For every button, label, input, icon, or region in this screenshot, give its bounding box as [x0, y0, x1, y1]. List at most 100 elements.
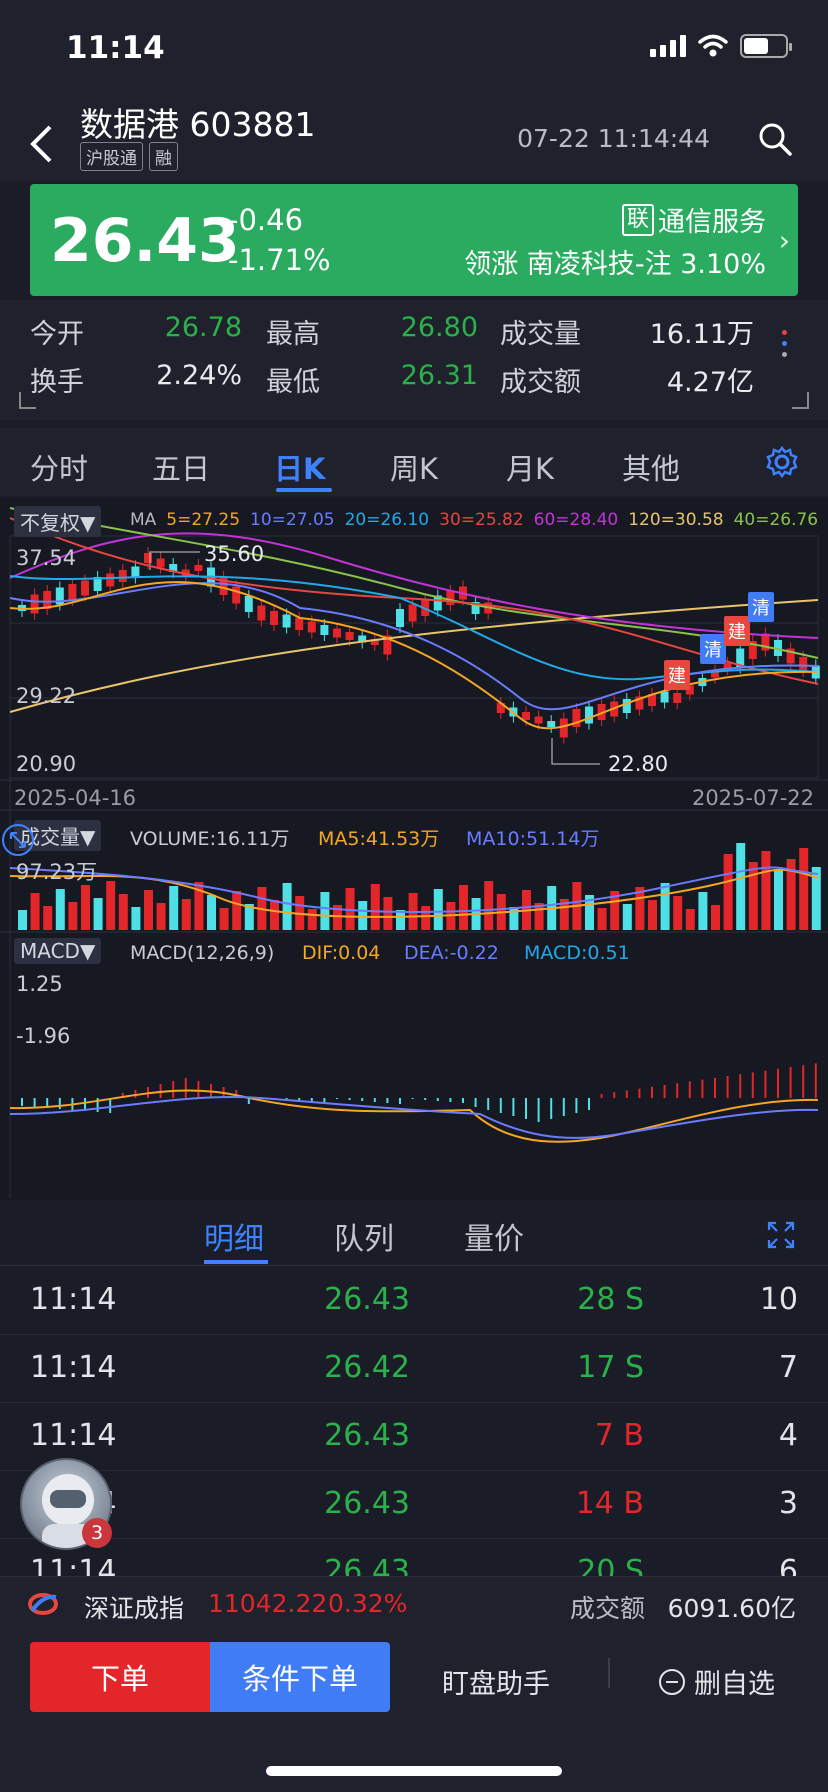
assistant-avatar[interactable] — [20, 1458, 112, 1550]
high-marker-line — [149, 551, 200, 570]
gear-icon[interactable] — [766, 446, 798, 478]
kline-y-mid: 29.22 — [16, 684, 77, 708]
ma-40-label: 40=26.76 — [733, 510, 819, 530]
trade-time: 11:14 — [30, 1418, 117, 1453]
macd-y-top: 1.25 — [16, 972, 63, 996]
tab-weekly-k[interactable]: 周K — [390, 452, 439, 486]
signal-clear[interactable]: 清 — [748, 592, 774, 622]
quote-datetime: 07-22 11:14:44 — [517, 124, 710, 153]
leader-label: 领涨 — [464, 249, 519, 280]
amount-label: 成交额 — [500, 367, 581, 398]
trade-price: 26.43 — [324, 1418, 410, 1453]
tab-five-day[interactable]: 五日 — [152, 452, 211, 486]
tab-daily-k[interactable]: 日K — [274, 452, 326, 486]
candle — [774, 640, 782, 656]
tab-other[interactable]: 其他 — [622, 452, 681, 486]
trade-volume: 17 S — [577, 1350, 644, 1385]
candle — [736, 648, 745, 668]
ma-20-label: 20=26.10 — [344, 510, 430, 530]
candle — [597, 704, 606, 720]
candle — [118, 570, 127, 582]
candle — [106, 573, 115, 587]
remove-watchlist-button[interactable]: 删自选 — [658, 1662, 775, 1701]
volume-bar — [459, 885, 468, 930]
index-name: 深证成指 — [84, 1594, 185, 1623]
kline-frame — [9, 535, 819, 779]
volume-bar — [131, 907, 141, 930]
volume-bar — [597, 908, 607, 930]
volume-bar — [723, 854, 733, 930]
tag-margin: 融 — [149, 142, 178, 171]
order-button[interactable]: 下单 — [30, 1642, 210, 1712]
ma-line — [9, 599, 819, 713]
trade-time: 11:14 — [30, 1350, 117, 1385]
low-label: 最低 — [266, 367, 320, 398]
chevron-left-icon — [30, 125, 52, 163]
macd-dif-line — [9, 1089, 819, 1143]
cellular-signal-icon — [650, 35, 686, 57]
trade-count: 6 — [778, 1554, 798, 1580]
chart-tabs: 分时 五日 日K 周K 月K 其他 — [0, 428, 828, 496]
signal-buy[interactable]: 建 — [724, 616, 750, 646]
volume-y-top: 97.23万 — [16, 860, 98, 884]
signal-buy[interactable]: 建 — [664, 660, 690, 690]
trade-volume: 20 S — [577, 1554, 644, 1580]
volume-bar — [786, 859, 796, 930]
volume-bar — [345, 888, 355, 930]
candle — [635, 696, 644, 710]
tab-detail[interactable]: 明细 — [204, 1222, 264, 1257]
macd-dif: DIF:0.04 — [302, 942, 381, 964]
candle — [295, 618, 304, 630]
kline-chart-area[interactable]: 不复权▼ MA 5=27.25 10=27.05 20=26.10 30=25.… — [0, 498, 828, 1200]
trade-price: 26.43 — [324, 1282, 410, 1317]
fullscreen-icon[interactable] — [766, 1220, 796, 1250]
volume-bar — [81, 885, 90, 930]
watch-assistant-button[interactable]: 盯盘助手 — [442, 1669, 550, 1700]
quote-card[interactable]: 26.43 -0.46 -1.71% 联 通信服务 领涨 南凌科技-注 3.10… — [30, 184, 798, 296]
candle — [446, 591, 455, 605]
candle — [30, 594, 39, 614]
candle — [144, 553, 152, 563]
battery-icon — [740, 34, 792, 58]
search-icon[interactable] — [758, 122, 792, 156]
volume-bar — [711, 905, 720, 930]
candle — [131, 566, 140, 578]
trade-count: 10 — [759, 1282, 798, 1317]
trade-time: 11:14 — [30, 1554, 117, 1580]
volume-value: 16.11万 — [649, 319, 754, 350]
macd-dea-line — [9, 1095, 819, 1139]
sector-name: 通信服务 — [658, 207, 766, 238]
volume-bar — [55, 889, 65, 930]
candle — [408, 604, 417, 622]
candle — [799, 657, 808, 671]
macd-dropdown[interactable]: MACD▼ — [14, 938, 102, 964]
volume-bar — [736, 843, 746, 930]
ma-60-label: 60=28.40 — [533, 510, 619, 530]
volume-bar — [484, 881, 494, 930]
volume-bar — [811, 867, 821, 930]
expand-chart-icon[interactable] — [0, 822, 36, 858]
quote-stats: 今开 26.78 最高 26.80 成交量 16.11万 换手 2.24% 最低… — [0, 300, 828, 420]
tab-monthly-k[interactable]: 月K — [506, 452, 555, 486]
trade-price: 26.42 — [324, 1350, 410, 1385]
stock-header: 数据港 603881 沪股通 融 07-22 11:14:44 — [0, 96, 828, 182]
candle — [282, 614, 291, 628]
adjust-dropdown[interactable]: 不复权▼ — [14, 506, 102, 537]
volume-bar — [396, 910, 405, 930]
open-label: 今开 — [30, 319, 84, 350]
sector-link[interactable]: 联 通信服务 — [621, 200, 766, 239]
sector-tag: 联 — [621, 203, 654, 236]
volume-ma10: MA10:51.14万 — [466, 828, 600, 850]
more-dots-icon[interactable] — [778, 330, 790, 363]
kline-y-top: 37.54 — [16, 546, 77, 570]
tab-volume-price[interactable]: 量价 — [464, 1222, 524, 1257]
candle — [307, 621, 316, 633]
volume-bar — [660, 883, 670, 930]
conditional-order-button[interactable]: 条件下单 — [210, 1642, 390, 1712]
signal-clear[interactable]: 清 — [700, 634, 726, 664]
tab-queue[interactable]: 队列 — [334, 1222, 394, 1257]
back-button[interactable] — [28, 124, 54, 171]
volume-label: 成交量 — [500, 319, 581, 350]
index-bar[interactable]: 深证成指 11042.22 0.32% 成交额 6091.60亿 — [0, 1576, 828, 1632]
tab-intraday[interactable]: 分时 — [30, 452, 89, 486]
